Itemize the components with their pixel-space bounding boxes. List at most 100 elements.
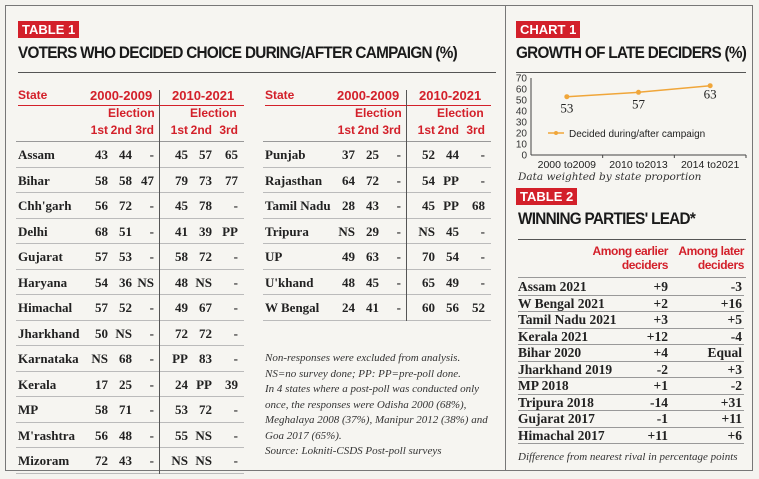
- value-cell: 56: [446, 300, 459, 315]
- table2-title: WINNING PARTIES' LEAD*: [518, 209, 696, 228]
- header-line: deciders: [621, 258, 669, 272]
- value-cell: 72: [119, 198, 132, 213]
- value-cell: -: [396, 198, 401, 213]
- value-cell: 48: [119, 427, 132, 443]
- x-tick-label: 2014 to2021: [681, 159, 740, 171]
- table-row: Assam 43 44 - 45 57 65: [16, 142, 244, 168]
- value-cell: -: [480, 249, 485, 264]
- election-col-header: 2nd: [437, 123, 459, 137]
- table-row: Gujarat 2017 -1 +11: [518, 411, 744, 428]
- value-cell: 47: [141, 172, 154, 188]
- column-divider: [406, 90, 407, 321]
- value-cell: 58: [175, 249, 188, 264]
- value-cell: -: [149, 147, 154, 162]
- value-cell: NS: [195, 453, 212, 468]
- value-cell: 54: [422, 172, 435, 188]
- later-lead: -2: [730, 378, 742, 393]
- title-rule: [18, 72, 496, 73]
- value-cell: 58: [119, 172, 132, 188]
- later-lead: +6: [727, 427, 742, 443]
- election-col-header: 1st: [337, 123, 355, 137]
- value-cell: 56: [95, 198, 108, 213]
- value-cell: 72: [199, 402, 212, 417]
- value-cell: 64: [342, 172, 355, 188]
- state-header: State: [265, 88, 295, 102]
- value-cell: 72: [95, 453, 108, 468]
- state-name: Rajasthan: [265, 172, 323, 188]
- value-cell: 29: [366, 223, 379, 239]
- state-year: MP 2018: [518, 378, 569, 393]
- y-tick-label: 0: [521, 151, 527, 162]
- state-year: Assam 2021: [518, 279, 587, 294]
- value-cell: 45: [366, 274, 379, 290]
- value-cell: 49: [175, 300, 188, 315]
- state-name: Delhi: [18, 223, 48, 239]
- state-name: Gujarat: [18, 249, 63, 264]
- table-row: Tripura NS 29 - NS 45 -: [263, 219, 491, 244]
- note-line: In 4 states where a post-poll was conduc…: [265, 383, 488, 442]
- earlier-lead: +11: [647, 427, 668, 443]
- state-year: Himachal 2017: [518, 427, 605, 443]
- table-row: Tripura 2018 -14 +31: [518, 394, 744, 411]
- table-row: MP 2018 +1 -2: [518, 378, 744, 395]
- value-cell: 49: [446, 274, 459, 290]
- election-col-header: 3rd: [135, 123, 154, 137]
- value-cell: 44: [446, 147, 459, 162]
- later-lead: +31: [720, 394, 742, 410]
- table-row: Bihar 58 58 47 79 73 77: [16, 168, 244, 193]
- state-name: Kerala: [18, 376, 57, 392]
- value-cell: 54: [446, 249, 459, 264]
- value-cell: NS: [195, 274, 212, 290]
- value-cell: PP: [172, 351, 188, 366]
- y-tick-label: 70: [516, 74, 528, 85]
- value-cell: -: [233, 300, 238, 315]
- value-cell: -: [233, 274, 238, 290]
- value-cell: 37: [342, 147, 355, 162]
- election-header: Election: [355, 106, 402, 120]
- value-cell: 53: [119, 249, 132, 264]
- column-divider: [159, 90, 160, 474]
- value-cell: 45: [175, 198, 188, 213]
- value-cell: NS: [195, 427, 212, 443]
- earlier-lead: -14: [650, 394, 668, 410]
- value-cell: -: [233, 427, 238, 443]
- period2-header: 2010-2021: [419, 88, 482, 103]
- table-row: Mizoram 72 43 - NS NS -: [16, 448, 244, 474]
- value-cell: -: [233, 325, 238, 341]
- value-cell: 57: [95, 249, 108, 264]
- data-point: [636, 89, 641, 95]
- y-tick-label: 40: [516, 107, 528, 118]
- table-row: Kerala 2021 +12 -4: [518, 329, 744, 345]
- value-cell: -: [396, 300, 401, 315]
- election-header: Election: [108, 106, 155, 120]
- value-cell: 67: [199, 300, 212, 315]
- earlier-lead: +3: [653, 312, 668, 327]
- earlier-lead: +9: [653, 279, 668, 294]
- chart1-tag: CHART 1: [516, 21, 581, 38]
- value-cell: 78: [199, 198, 212, 213]
- state-name: Mizoram: [18, 453, 70, 468]
- election-col-header: 2nd: [190, 123, 212, 137]
- later-lead: +16: [720, 295, 742, 311]
- value-cell: 52: [119, 300, 132, 315]
- state-year: Tamil Nadu 2021: [518, 312, 617, 327]
- header-line: Among later: [678, 244, 744, 258]
- state-name: Punjab: [265, 147, 306, 162]
- state-name: Assam: [18, 147, 55, 162]
- value-cell: 58: [95, 172, 108, 188]
- state-name: U'khand: [265, 274, 314, 290]
- value-cell: -: [233, 351, 238, 366]
- value-cell: NS: [171, 453, 188, 468]
- value-cell: 56: [95, 427, 108, 443]
- chart1-title: GROWTH OF LATE DECIDERS (%): [516, 43, 747, 62]
- note-line: Non-responses were excluded from analysi…: [265, 352, 461, 364]
- state-header: State: [18, 88, 48, 102]
- value-cell: -: [396, 223, 401, 239]
- value-cell: 48: [175, 274, 188, 290]
- legend-marker: [554, 131, 558, 135]
- later-lead: +5: [727, 312, 742, 327]
- value-cell: 73: [199, 172, 212, 188]
- header-rule: [18, 105, 244, 106]
- header-line: Among earlier: [592, 244, 669, 258]
- value-cell: 68: [119, 351, 132, 366]
